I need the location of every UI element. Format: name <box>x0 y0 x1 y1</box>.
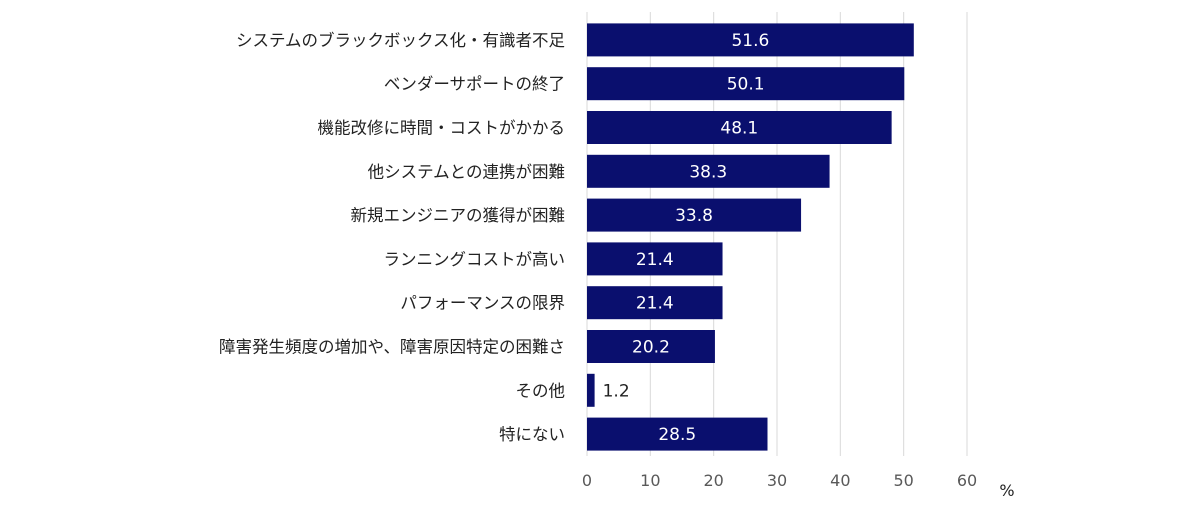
value-label: 28.5 <box>658 425 696 445</box>
bar-group <box>587 23 914 451</box>
value-label: 33.8 <box>675 206 713 226</box>
x-tick-label: 10 <box>640 471 660 490</box>
category-label: ランニングコストが高い <box>384 250 566 269</box>
category-label: 障害発生頻度の増加や、障害原因特定の困難さ <box>219 338 565 357</box>
value-label: 21.4 <box>636 294 674 314</box>
value-label: 48.1 <box>720 119 758 139</box>
x-tick-label: 40 <box>830 471 850 490</box>
category-label: 他システムとの連携が困難 <box>368 162 565 181</box>
value-label: 20.2 <box>632 338 670 358</box>
bar <box>587 330 715 363</box>
x-axis-unit-label: % <box>999 481 1014 500</box>
category-label: パフォーマンスの限界 <box>400 294 565 313</box>
value-label: 21.4 <box>636 250 674 270</box>
bar <box>587 286 723 320</box>
x-tick-label: 60 <box>957 471 977 490</box>
x-tick-label: 20 <box>703 471 723 490</box>
bar <box>587 23 914 57</box>
category-labels: システムのブラックボックス化・有識者不足ベンダーサポートの終了機能改修に時間・コ… <box>219 30 565 444</box>
value-labels: 51.6 50.1 48.1 38.3 33.8 21.4 21.4 20.2 1.2 28.5 <box>603 31 770 445</box>
value-label: 38.3 <box>689 162 727 182</box>
bar <box>587 417 768 451</box>
category-label: 新規エンジニアの獲得が困難 <box>351 206 566 225</box>
x-tick-label: 30 <box>767 471 787 490</box>
value-label: 1.2 <box>603 381 630 401</box>
x-axis-ticks: 0 10 20 30 40 50 60 <box>582 471 977 490</box>
x-tick-label: 50 <box>893 471 913 490</box>
bar <box>587 67 905 101</box>
category-label: 機能改修に時間・コストがかかる <box>318 119 566 138</box>
value-label: 51.6 <box>731 31 769 51</box>
bar <box>587 198 802 232</box>
category-label: その他 <box>516 381 566 400</box>
value-label: 50.1 <box>727 75 765 95</box>
category-label: システムのブラックボックス化・有識者不足 <box>236 30 565 50</box>
x-tick-label: 0 <box>582 471 592 490</box>
category-label: ベンダーサポートの終了 <box>384 75 565 94</box>
bar <box>587 373 595 407</box>
bar <box>587 154 830 188</box>
bar <box>587 111 892 144</box>
category-label: 特にない <box>499 425 565 444</box>
bar <box>587 242 723 276</box>
